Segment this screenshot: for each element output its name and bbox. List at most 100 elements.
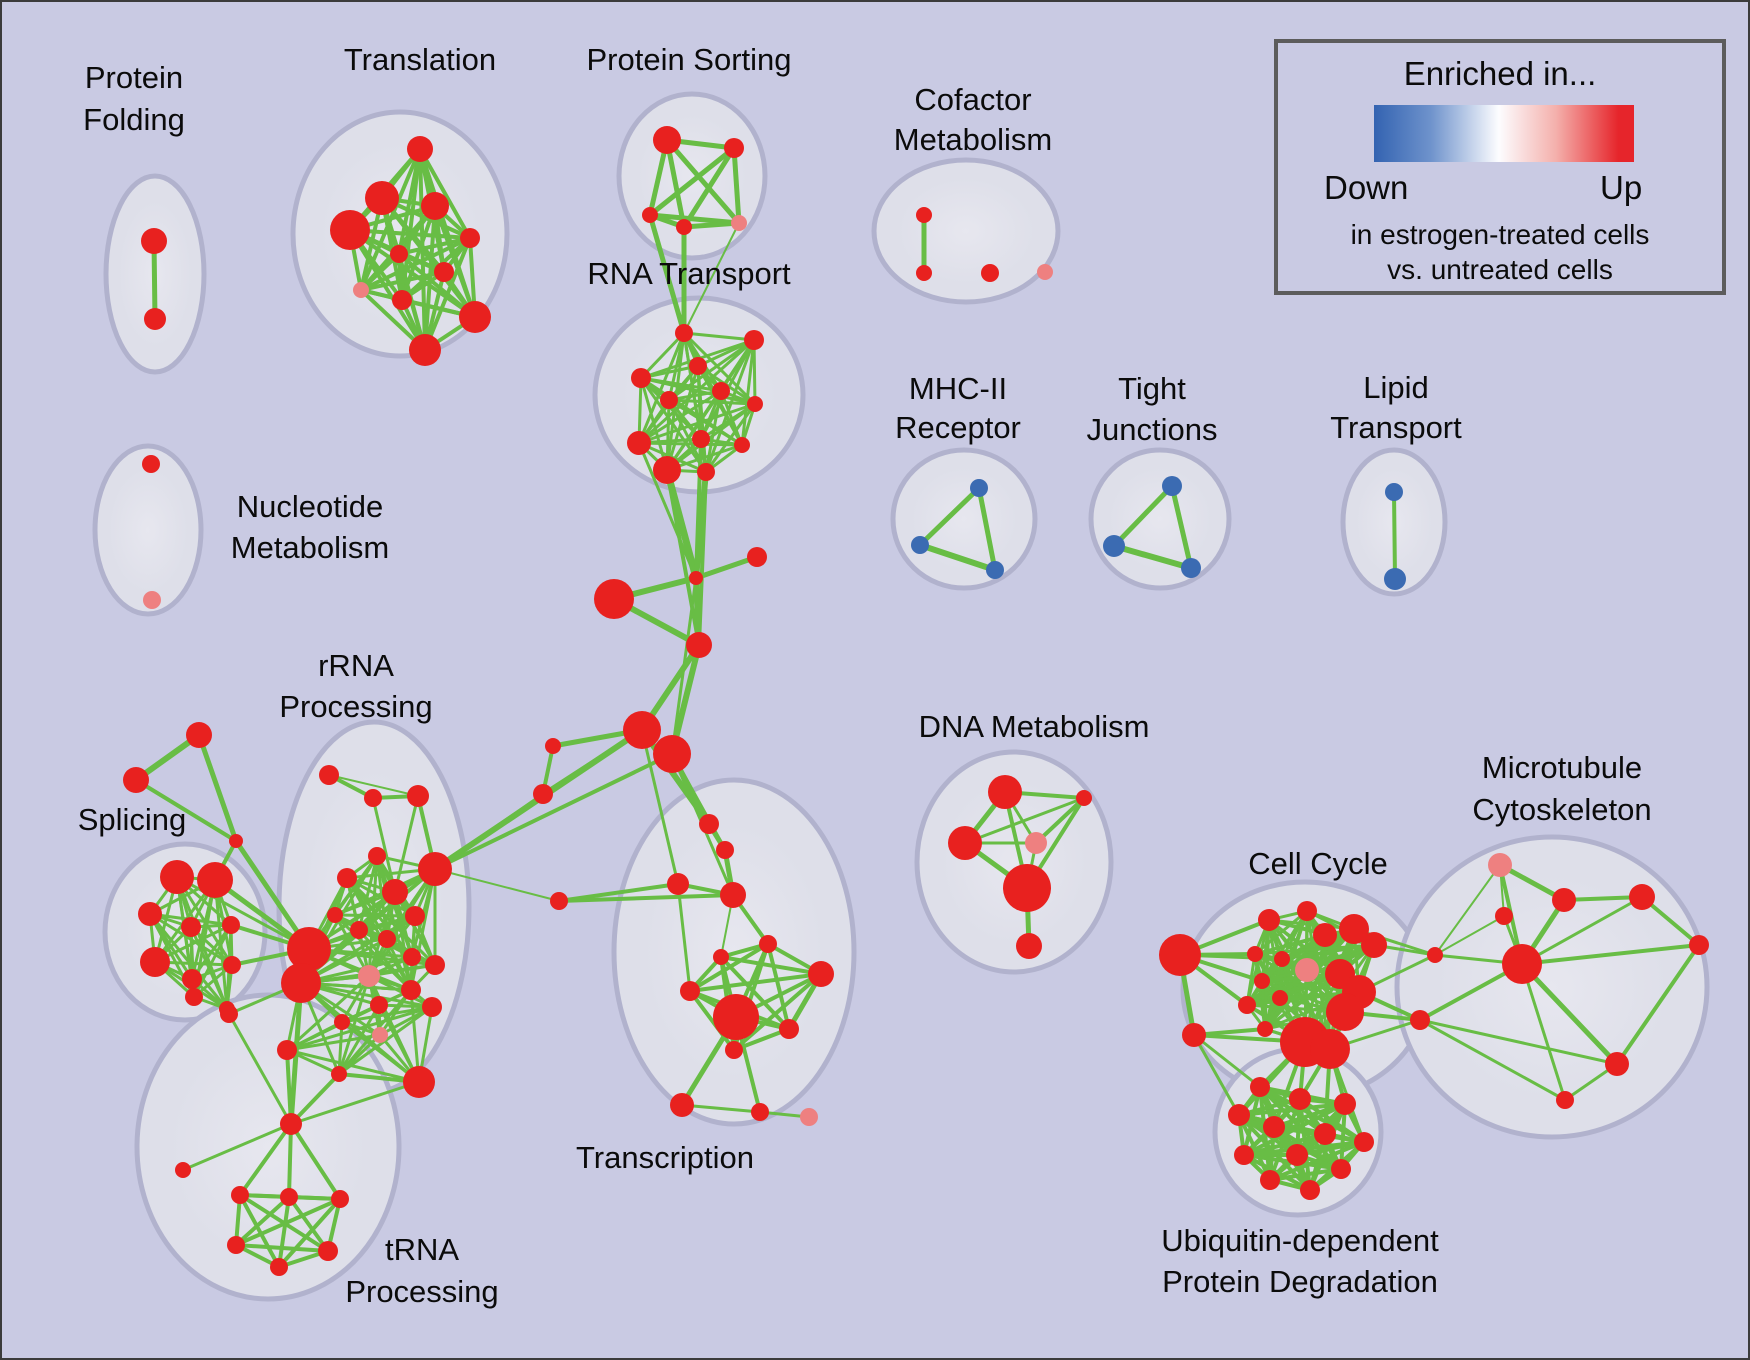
network-node[interactable] — [713, 994, 759, 1040]
network-node[interactable] — [642, 207, 658, 223]
network-node[interactable] — [418, 852, 452, 886]
network-node[interactable] — [1488, 853, 1512, 877]
network-node[interactable] — [460, 228, 480, 248]
network-node[interactable] — [334, 1014, 350, 1030]
network-node[interactable] — [697, 463, 715, 481]
network-node[interactable] — [1159, 934, 1201, 976]
network-node[interactable] — [1502, 944, 1542, 984]
network-node[interactable] — [372, 1027, 388, 1043]
network-node[interactable] — [277, 1040, 297, 1060]
network-node[interactable] — [144, 308, 166, 330]
network-node[interactable] — [1238, 996, 1256, 1014]
network-node[interactable] — [353, 282, 369, 298]
network-node[interactable] — [185, 988, 203, 1006]
network-node[interactable] — [675, 324, 693, 342]
network-node[interactable] — [434, 262, 454, 282]
network-node[interactable] — [407, 785, 429, 807]
network-node[interactable] — [981, 264, 999, 282]
network-node[interactable] — [1286, 1144, 1308, 1166]
network-node[interactable] — [1410, 1010, 1430, 1030]
network-node[interactable] — [731, 215, 747, 231]
network-node[interactable] — [1247, 946, 1263, 962]
network-node[interactable] — [1289, 1088, 1311, 1110]
network-node[interactable] — [220, 1005, 238, 1023]
network-node[interactable] — [1334, 1093, 1356, 1115]
network-node[interactable] — [425, 955, 445, 975]
network-node[interactable] — [181, 917, 201, 937]
network-node[interactable] — [653, 456, 681, 484]
network-node[interactable] — [594, 579, 634, 619]
network-node[interactable] — [988, 775, 1022, 809]
network-node[interactable] — [545, 738, 561, 754]
network-node[interactable] — [327, 907, 343, 923]
network-node[interactable] — [725, 1041, 743, 1059]
network-node[interactable] — [1260, 1170, 1280, 1190]
network-node[interactable] — [280, 1113, 302, 1135]
network-node[interactable] — [319, 765, 339, 785]
network-node[interactable] — [143, 591, 161, 609]
network-node[interactable] — [689, 571, 703, 585]
network-node[interactable] — [1313, 923, 1337, 947]
network-node[interactable] — [670, 1093, 694, 1117]
network-node[interactable] — [1689, 935, 1709, 955]
network-node[interactable] — [1495, 907, 1513, 925]
network-node[interactable] — [970, 479, 988, 497]
network-node[interactable] — [800, 1108, 818, 1126]
network-node[interactable] — [403, 1066, 435, 1098]
network-node[interactable] — [337, 868, 357, 888]
network-node[interactable] — [197, 862, 233, 898]
network-node[interactable] — [779, 1019, 799, 1039]
network-node[interactable] — [627, 431, 651, 455]
network-node[interactable] — [287, 927, 331, 971]
network-node[interactable] — [1254, 973, 1270, 989]
network-node[interactable] — [986, 561, 1004, 579]
network-node[interactable] — [331, 1066, 347, 1082]
network-node[interactable] — [1556, 1091, 1574, 1109]
network-node[interactable] — [390, 245, 408, 263]
network-node[interactable] — [229, 834, 243, 848]
network-node[interactable] — [747, 396, 763, 412]
network-node[interactable] — [1272, 990, 1288, 1006]
network-node[interactable] — [692, 430, 710, 448]
network-node[interactable] — [1552, 888, 1576, 912]
network-node[interactable] — [747, 547, 767, 567]
network-node[interactable] — [1300, 1180, 1320, 1200]
network-node[interactable] — [713, 949, 729, 965]
network-node[interactable] — [409, 334, 441, 366]
network-node[interactable] — [140, 947, 170, 977]
network-node[interactable] — [368, 847, 386, 865]
network-node[interactable] — [1025, 832, 1047, 854]
network-node[interactable] — [182, 969, 202, 989]
network-node[interactable] — [142, 455, 160, 473]
network-node[interactable] — [916, 207, 932, 223]
network-node[interactable] — [653, 126, 681, 154]
network-node[interactable] — [720, 882, 746, 908]
network-node[interactable] — [392, 290, 412, 310]
network-node[interactable] — [734, 437, 750, 453]
network-node[interactable] — [1331, 1159, 1351, 1179]
network-node[interactable] — [382, 879, 408, 905]
network-node[interactable] — [1037, 264, 1053, 280]
network-node[interactable] — [1384, 568, 1406, 590]
network-node[interactable] — [1295, 958, 1319, 982]
network-node[interactable] — [160, 860, 194, 894]
network-node[interactable] — [712, 382, 730, 400]
network-node[interactable] — [1427, 947, 1443, 963]
network-node[interactable] — [759, 935, 777, 953]
network-node[interactable] — [1263, 1116, 1285, 1138]
network-node[interactable] — [550, 892, 568, 910]
network-node[interactable] — [680, 981, 700, 1001]
network-node[interactable] — [699, 814, 719, 834]
network-node[interactable] — [751, 1103, 769, 1121]
network-node[interactable] — [1003, 864, 1051, 912]
network-node[interactable] — [1182, 1023, 1206, 1047]
network-node[interactable] — [911, 536, 929, 554]
network-node[interactable] — [421, 192, 449, 220]
network-node[interactable] — [223, 956, 241, 974]
network-node[interactable] — [331, 1190, 349, 1208]
network-node[interactable] — [744, 330, 764, 350]
network-node[interactable] — [1297, 901, 1317, 921]
network-node[interactable] — [405, 906, 425, 926]
network-node[interactable] — [1258, 909, 1280, 931]
network-node[interactable] — [459, 301, 491, 333]
